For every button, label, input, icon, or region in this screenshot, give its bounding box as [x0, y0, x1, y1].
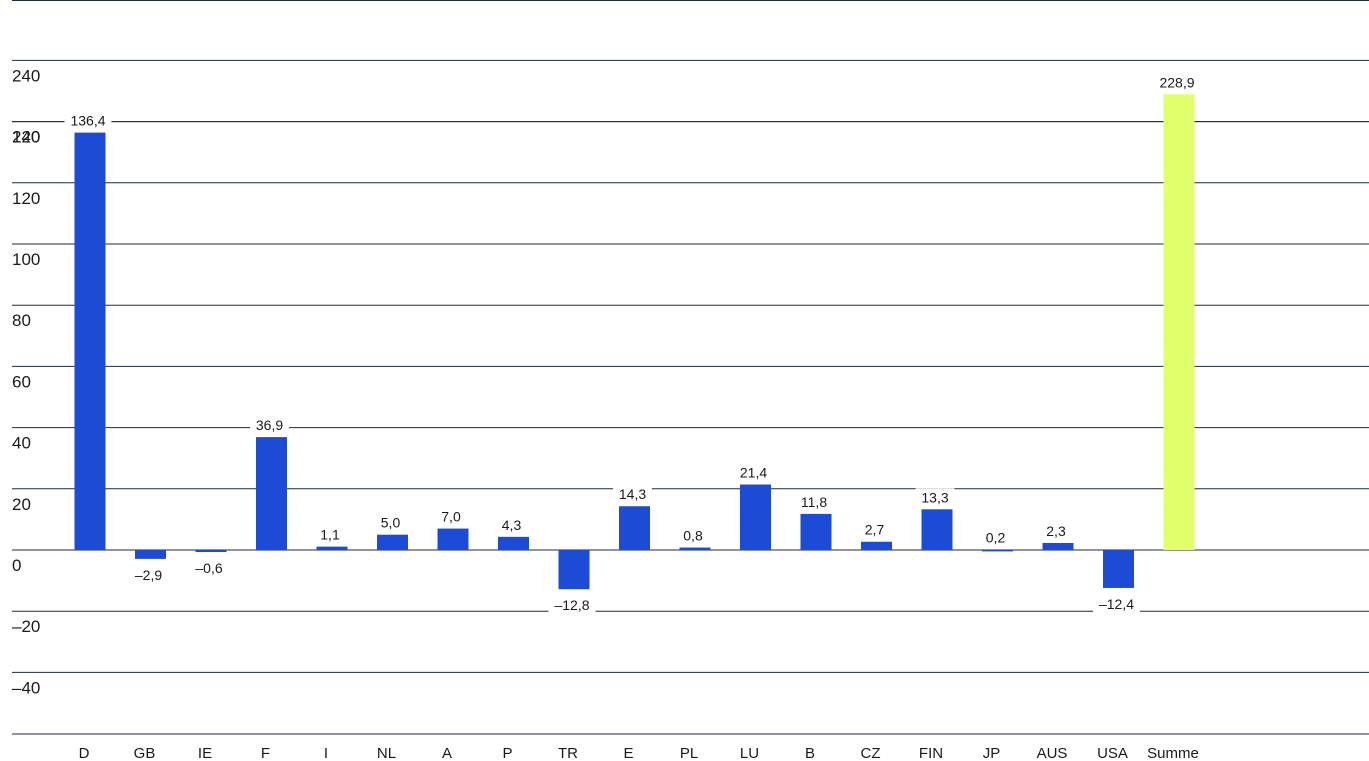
bar-ie: [195, 550, 227, 552]
data-label-bg: [375, 513, 406, 532]
bar-a: [437, 528, 469, 550]
bar-d: [74, 132, 106, 550]
bar-usa: [1103, 550, 1134, 588]
bar-lu: [740, 484, 771, 550]
x-tick-label: B: [805, 745, 815, 761]
data-label-bg: [435, 507, 467, 526]
data-label-bg: [859, 520, 890, 539]
data-label: 1,1: [320, 527, 340, 543]
x-tick-label: NL: [377, 745, 396, 761]
data-label: 228,9: [1159, 74, 1194, 90]
data-label: 13,3: [921, 489, 948, 505]
y-tick-label: 0: [12, 556, 21, 575]
data-label: –12,4: [1099, 596, 1134, 612]
x-tick-label: GB: [134, 745, 156, 761]
x-tick-label: AUS: [1037, 745, 1068, 761]
bar-gb: [135, 550, 166, 559]
data-label-bg: [734, 463, 773, 482]
bar-p: [498, 536, 529, 550]
y-tick-label: 220: [12, 128, 40, 147]
data-label-bg: [1153, 73, 1201, 92]
y-tick-label: 100: [12, 250, 40, 269]
data-label: –0,6: [195, 560, 222, 576]
x-tick-label: FIN: [919, 745, 943, 761]
bar-aus: [1042, 542, 1074, 550]
data-label: 2,7: [865, 522, 885, 538]
data-label: 4,3: [502, 517, 522, 533]
bars: [74, 94, 1195, 590]
data-label: 36,9: [256, 417, 283, 433]
x-tick-label: IE: [198, 745, 212, 761]
x-tick-label: D: [79, 745, 90, 761]
data-label-bg: [980, 528, 1011, 547]
x-tick-label: Summe: [1147, 745, 1199, 761]
y-tick-label: 40: [12, 434, 31, 453]
y-tick-label: 140: [12, 128, 40, 147]
data-label: 0,2: [986, 529, 1006, 545]
data-label-bg: [496, 515, 527, 534]
data-label-bg: [677, 526, 709, 545]
data-label: 21,4: [740, 465, 767, 481]
x-tick-label: A: [442, 745, 452, 761]
y-tick-label: –40: [12, 678, 40, 697]
data-label-bg: [915, 488, 955, 507]
bar-nl: [377, 534, 408, 550]
x-tick-label: I: [324, 745, 328, 761]
data-label-bg: [314, 525, 346, 544]
x-tick-label: PL: [680, 745, 698, 761]
bar-tr: [558, 550, 590, 590]
x-tick-label: P: [502, 745, 512, 761]
bar-total: [1163, 94, 1195, 550]
data-label: 2,3: [1046, 523, 1066, 539]
y-tick-label: 60: [12, 372, 31, 391]
data-label-bg: [1040, 521, 1072, 540]
y-tick-label: 240: [12, 66, 40, 85]
bar-pl: [679, 547, 711, 550]
bar-i: [316, 546, 348, 550]
y-tick-label: –20: [12, 617, 40, 636]
data-label-bg: [1093, 594, 1140, 613]
bar-e: [619, 506, 650, 550]
data-label: 7,0: [441, 509, 461, 525]
x-tick-label: E: [623, 745, 633, 761]
data-labels: 136,4 –2,9 –0,6 36,9 1,1 5,0 7,0 4,3 –12,8 14,3 0,…: [64, 73, 1201, 615]
data-label: 5,0: [381, 515, 401, 531]
x-tick-label: LU: [740, 745, 759, 761]
x-axis-ticks: D GB IE F I NL A P TR E PL LU B CZ FIN JP AUS USA Summe: [79, 745, 1199, 761]
y-tick-label: 80: [12, 311, 31, 330]
y-tick-label: 120: [12, 189, 40, 208]
data-label-bg: [250, 416, 289, 435]
bar-cz: [861, 541, 892, 550]
data-label-bg: [189, 559, 229, 577]
x-tick-label: JP: [983, 745, 1001, 761]
x-tick-label: USA: [1097, 745, 1128, 761]
data-label-bg: [794, 492, 834, 511]
y-tick-label: 20: [12, 495, 31, 514]
data-label: 0,8: [683, 528, 703, 544]
x-tick-label: TR: [558, 745, 578, 761]
data-label: 11,8: [801, 494, 827, 510]
data-label: 136,4: [70, 113, 105, 129]
data-label: –2,9: [135, 567, 162, 583]
data-label-bg: [548, 596, 596, 615]
data-label: 14,3: [619, 486, 646, 502]
bar-f: [256, 437, 287, 550]
bar-jp: [982, 549, 1013, 552]
x-tick-label: F: [261, 745, 270, 761]
bar-b: [800, 513, 832, 550]
data-label-bg: [129, 565, 168, 584]
x-tick-label: CZ: [861, 745, 881, 761]
bar-fin: [921, 509, 953, 550]
data-label-bg: [613, 485, 652, 504]
data-label-bg: [64, 111, 112, 130]
data-label: –12,8: [554, 597, 589, 613]
